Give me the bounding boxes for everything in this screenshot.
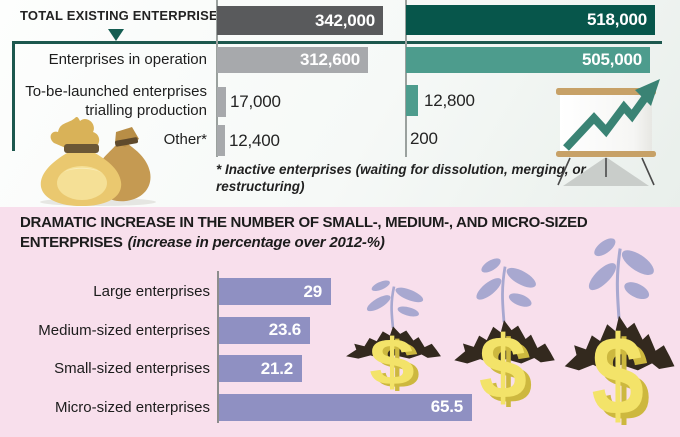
bottom-section-sme-chart: DRAMATIC INCREASE IN THE NUMBER OF SMALL…	[0, 207, 680, 437]
row-label-to-be-launched: To-be-launched enterprises trialling pro…	[25, 83, 207, 119]
bar-value: 65.5	[430, 397, 463, 416]
bar-label-small: Small-sized enterprises	[54, 360, 210, 377]
axis-line-right-column	[405, 0, 407, 157]
footnote: * Inactive enterprises (waiting for diss…	[216, 162, 586, 194]
section-title-bold: ENTERPRISES	[20, 234, 123, 251]
money-plant-large-icon	[562, 232, 677, 425]
money-plant-medium-icon	[452, 254, 557, 407]
bar-value: 29	[303, 281, 322, 301]
bar-value-outside: 200	[410, 128, 438, 148]
bar-value: 505,000	[581, 50, 642, 69]
section-header: TOTAL EXISTING ENTERPRISES	[20, 8, 227, 23]
bar-value: 518,000	[586, 10, 647, 29]
axis-line	[217, 271, 219, 423]
bar-label-micro: Micro-sized enterprises	[54, 398, 210, 416]
flipchart-growth-arrow-icon	[556, 79, 660, 186]
bar-small-enterprises: 21.2	[219, 355, 302, 382]
bar-label-medium: Medium-sized enterprises	[38, 321, 210, 339]
bar-value-outside: 12,400	[229, 130, 280, 150]
bar-operation-gray: 312,600	[217, 47, 368, 73]
bar-launched-gray	[217, 87, 226, 117]
section-title-line1: DRAMATIC INCREASE IN THE NUMBER OF SMALL…	[20, 214, 588, 231]
bar-value: 23.6	[268, 320, 301, 339]
bar-value: 312,600	[299, 50, 360, 69]
bracket-line	[12, 41, 15, 151]
bar-other-gray	[217, 125, 225, 156]
bar-label-large: Large enterprises	[93, 283, 210, 300]
bar-launched-teal	[406, 85, 418, 116]
pointer-triangle-icon	[108, 29, 124, 41]
axis-line-left-column	[216, 0, 218, 157]
money-plant-small-icon	[344, 277, 443, 391]
bar-value-outside: 17,000	[230, 92, 281, 111]
top-section-enterprises-chart: TOTAL EXISTING ENTERPRISES 342,000 518,0…	[0, 0, 680, 207]
row-label-in-operation: Enterprises in operation	[48, 51, 207, 68]
bar-micro-enterprises: 65.5	[219, 393, 472, 421]
bar-value-outside: 12,800	[424, 90, 475, 110]
bar-total-gray: 342,000	[217, 6, 383, 35]
bar-medium-enterprises: 23.6	[219, 316, 310, 344]
bar-large-enterprises: 29	[219, 278, 331, 305]
bar-value: 342,000	[314, 10, 375, 30]
row-label-other: Other*	[163, 131, 207, 148]
money-bags-icon	[40, 117, 156, 206]
bar-value: 21.2	[260, 358, 293, 378]
section-title-subtitle: (increase in percentage over 2012-%)	[127, 234, 385, 251]
divider-line	[12, 41, 662, 44]
bar-operation-teal: 505,000	[406, 47, 650, 73]
bar-total-teal: 518,000	[406, 5, 655, 35]
section-title-line2: ENTERPRISES (increase in percentage over …	[20, 234, 385, 251]
